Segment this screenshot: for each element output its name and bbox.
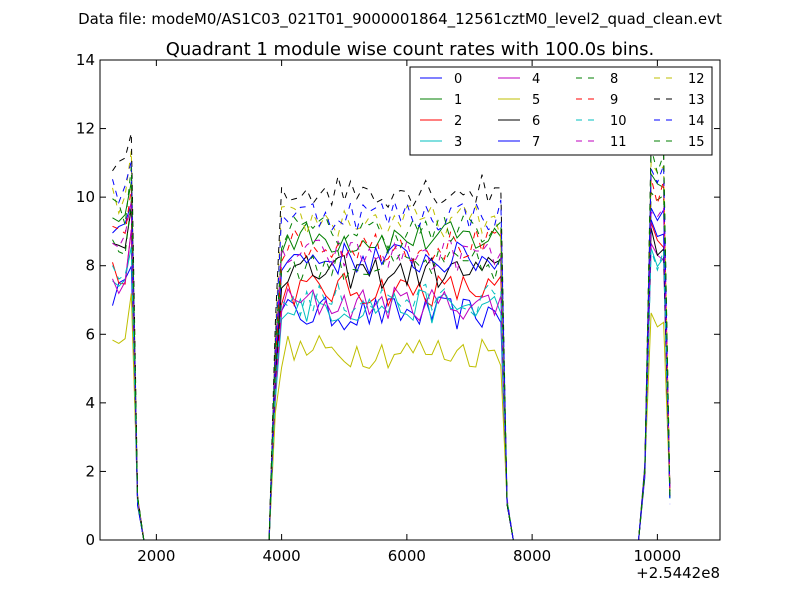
series-line-2: [112, 222, 671, 541]
plot-frame: [99, 59, 721, 541]
series-line-9: [112, 177, 671, 541]
x-tick-label: 2000: [137, 547, 175, 565]
y-tick-label: 6: [85, 325, 95, 343]
series-line-7: [112, 202, 671, 541]
series-line-6: [112, 208, 671, 541]
y-tick-label: 0: [85, 531, 95, 549]
series-line-13: [112, 132, 671, 541]
legend-label-3: 3: [454, 135, 462, 150]
series-line-8: [112, 191, 671, 541]
series-line-5: [112, 293, 671, 541]
series-line-15: [112, 147, 671, 541]
legend-label-7: 7: [532, 135, 540, 150]
x-tick-label: 4000: [263, 547, 301, 565]
series-line-12: [112, 150, 671, 541]
legend-label-4: 4: [532, 72, 540, 87]
legend-label-13: 13: [688, 93, 705, 108]
legend-label-14: 14: [688, 114, 705, 129]
legend-label-10: 10: [610, 114, 627, 129]
legend-label-9: 9: [610, 93, 618, 108]
y-tick-label: 14: [76, 51, 95, 69]
series-line-0: [112, 207, 671, 541]
x-axis: 2000 4000 6000 8000 10000: [137, 60, 681, 565]
legend-label-6: 6: [532, 114, 540, 129]
legend-label-15: 15: [688, 135, 705, 150]
x-tick-label: 8000: [513, 547, 551, 565]
legend-label-5: 5: [532, 93, 540, 108]
series-line-4: [112, 229, 671, 541]
y-tick-label: 2: [85, 462, 95, 480]
data-file-suptitle: Data file: modeM0/AS1C03_021T01_90000018…: [78, 10, 722, 29]
y-tick-label: 8: [85, 257, 95, 275]
legend-label-2: 2: [454, 114, 462, 129]
legend-label-1: 1: [454, 93, 462, 108]
x-tick-label: 10000: [634, 547, 682, 565]
y-tick-label: 10: [76, 188, 95, 206]
legend-label-12: 12: [688, 72, 705, 87]
legend-label-0: 0: [454, 72, 462, 87]
y-tick-label: 4: [85, 394, 95, 412]
y-tick-label: 12: [76, 120, 95, 138]
legend-label-11: 11: [610, 135, 627, 150]
series-line-3: [112, 246, 671, 541]
series-line-14: [112, 161, 671, 541]
legend-box: [409, 66, 713, 156]
chart-title: Quadrant 1 module wise count rates with …: [166, 39, 655, 60]
series-line-11: [112, 201, 671, 541]
x-axis-offset-label: +2.5442e8: [636, 564, 720, 582]
series-line-1: [112, 172, 671, 541]
x-tick-label: 6000: [388, 547, 426, 565]
legend-label-8: 8: [610, 72, 618, 87]
plot-lines: [112, 132, 671, 541]
series-line-10: [112, 248, 671, 541]
